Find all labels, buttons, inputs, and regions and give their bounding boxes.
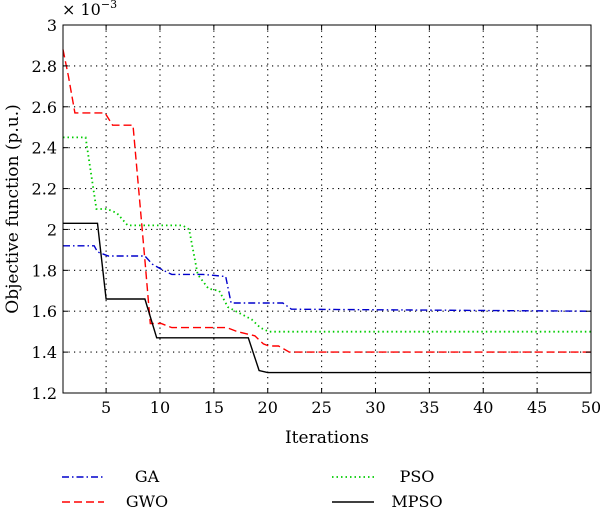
legend: GA GWO PSO MPSO: [62, 467, 443, 511]
y-tick-label: 2: [47, 220, 57, 239]
axis-ticks: [63, 24, 592, 394]
y-tick-label: 3: [47, 16, 57, 35]
legend-label-pso: PSO: [400, 467, 435, 486]
x-axis-title: Iterations: [285, 428, 369, 448]
x-tick-label: 15: [204, 398, 224, 417]
series-line-gwo: [62, 49, 591, 353]
y-tick-label: 1.6: [32, 302, 57, 321]
legend-label-gwo: GWO: [126, 492, 168, 511]
plot-frame: [62, 24, 592, 394]
y-axis-multiplier: × 10−3: [62, 0, 117, 19]
y-tick-label: 2.2: [32, 180, 57, 199]
y-tick-label: 1.2: [32, 384, 57, 403]
y-tick-label: 1.4: [32, 343, 57, 362]
legend-label-ga: GA: [135, 467, 160, 486]
tick-labels: 5 10 15 20 25 30 35 40 45 50 1.2 1.4 1.6 1.8 2 2.2 2.4 2.…: [32, 16, 600, 417]
multiplier-base: × 10: [62, 0, 101, 19]
x-tick-label: 20: [258, 398, 278, 417]
x-tick-label: 5: [101, 398, 111, 417]
x-tick-label: 10: [150, 398, 170, 417]
x-tick-label: 40: [473, 398, 493, 417]
x-tick-label: 30: [365, 398, 385, 417]
y-axis-title: Objective function (p.u.): [3, 104, 23, 313]
x-tick-label: 35: [419, 398, 439, 417]
x-tick-label: 25: [311, 398, 331, 417]
x-tick-label: 50: [581, 398, 600, 417]
y-tick-label: 1.8: [32, 261, 57, 280]
x-tick-label: 45: [527, 398, 547, 417]
multiplier-exponent: −3: [101, 0, 117, 11]
legend-label-mpso: MPSO: [391, 492, 442, 511]
grid-lines: [63, 25, 591, 393]
series-lines: [62, 49, 592, 374]
series-line-ga: [63, 245, 592, 312]
y-tick-label: 2.6: [32, 98, 57, 117]
series-line-mpso: [63, 222, 591, 374]
y-tick-label: 2.4: [32, 139, 57, 158]
y-tick-label: 2.8: [32, 57, 57, 76]
series-line-pso: [63, 136, 591, 333]
